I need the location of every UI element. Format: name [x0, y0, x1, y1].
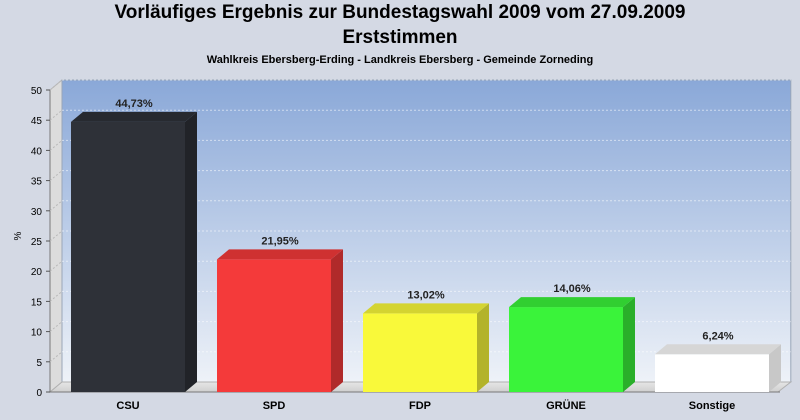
bar-sonstige: 6,24%	[655, 330, 781, 392]
gridline-side	[49, 260, 63, 272]
bar-front	[217, 259, 331, 392]
y-tick-label: 5	[36, 358, 42, 369]
bar-top	[509, 297, 635, 308]
left-wall	[49, 78, 63, 394]
bar-csu: 44,73%	[71, 98, 197, 392]
x-tick-label: GRÜNE	[546, 399, 586, 412]
bar-side	[623, 297, 635, 392]
bar-top	[217, 249, 343, 260]
gridline-side	[49, 170, 63, 181]
bar-top	[363, 303, 489, 314]
gridline-side	[49, 200, 63, 212]
bar-side	[185, 111, 197, 392]
bar-value-label: 44,73%	[115, 98, 153, 110]
y-tick-label: 40	[31, 146, 43, 157]
bar-side	[769, 344, 781, 392]
y-tick-label: 20	[31, 267, 43, 278]
bar-front	[655, 354, 769, 392]
y-tick-label: 0	[36, 388, 42, 399]
y-tick-label: 35	[31, 177, 43, 188]
bar-value-label: 14,06%	[553, 283, 591, 295]
y-tick-label: 25	[31, 237, 43, 248]
bar-side	[331, 249, 343, 392]
y-tick-label: 10	[31, 328, 43, 339]
gridline-side	[49, 109, 63, 121]
y-axis-label: %	[13, 231, 24, 240]
bar-top	[655, 344, 781, 355]
bar-front	[71, 121, 185, 392]
x-tick-label: Sonstige	[689, 400, 735, 412]
gridline-side	[49, 291, 63, 302]
y-tick-label: 15	[31, 297, 43, 308]
bar-grüne: 14,06%	[509, 283, 635, 392]
bar-spd: 21,95%	[217, 235, 343, 392]
gridline-side	[49, 351, 63, 363]
y-tick-label: 30	[31, 207, 43, 218]
y-tick-label: 50	[31, 86, 43, 97]
chart-caption: Wahlkreis Ebersberg-Erding - Landkreis E…	[206, 54, 594, 66]
y-tick-label: 45	[31, 116, 43, 127]
bar-top	[71, 111, 197, 122]
bar-fdp: 13,02%	[363, 289, 489, 392]
bar-value-label: 21,95%	[261, 235, 299, 247]
gridline-side	[49, 321, 63, 332]
bar-value-label: 6,24%	[702, 330, 733, 342]
gridline-side	[49, 140, 63, 151]
bar-front	[363, 313, 477, 392]
x-tick-label: CSU	[116, 400, 139, 412]
gridline-side	[49, 230, 63, 242]
bar-side	[477, 303, 489, 392]
chart-subtitle: Erststimmen	[342, 27, 458, 48]
x-tick-label: FDP	[409, 400, 431, 412]
bar-value-label: 13,02%	[407, 289, 445, 301]
bar-front	[509, 307, 623, 392]
gridline-side	[49, 79, 63, 91]
x-tick-label: SPD	[263, 400, 286, 412]
chart-title: Vorläufiges Ergebnis zur Bundestagswahl …	[114, 2, 686, 23]
